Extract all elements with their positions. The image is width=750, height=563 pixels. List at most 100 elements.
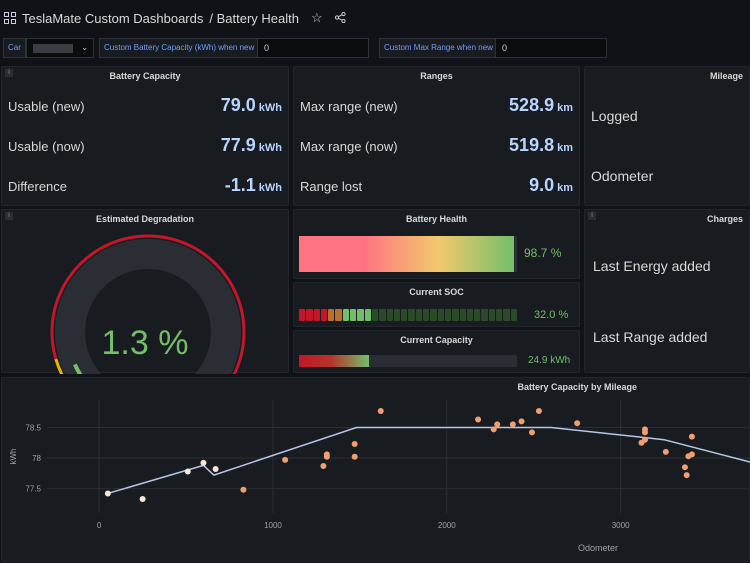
dashboards-grid-icon[interactable] [4,12,16,24]
breadcrumb-dashboards[interactable]: TeslaMate Custom Dashboards [22,10,204,26]
gauge-threshold-yellow [54,358,64,374]
data-point [662,448,669,455]
health-bar-fill [299,236,515,272]
battery-capacity-panel: i Battery Capacity Usable (new) 79.0 kWh U… [1,66,289,206]
soc-cell [459,309,466,321]
stat-value: 77.9 [220,135,256,155]
x-tick-label: 2000 [438,521,456,530]
breadcrumb-page: / Battery Health [209,10,299,26]
stat-value: 519.8 [509,135,555,155]
data-point [320,462,327,469]
panel-title: Battery Health [405,214,468,224]
y-tick-label: 77.5 [25,485,41,494]
stat-label: Usable (new) [8,99,85,114]
data-point [104,490,111,497]
soc-cell [386,309,393,321]
data-point [535,407,542,414]
data-point [200,459,207,466]
capacity-var-input[interactable]: 0 [257,38,369,58]
soc-cell [408,309,415,321]
range-var-input[interactable]: 0 [495,38,607,58]
current-soc-panel: Current SOC 32.0 % [293,282,580,327]
last-range-label: Last Range added [593,329,708,345]
data-point [351,453,358,460]
degradation-value: 1.3 % [101,324,189,362]
data-point [641,436,648,443]
soc-cell [452,309,459,321]
soc-cell [496,309,503,321]
logged-label: Logged [591,108,638,124]
degradation-gauge [50,234,246,374]
soc-cell [488,309,496,321]
stat-unit: kWh [258,102,282,114]
info-icon[interactable]: i [588,212,596,220]
soc-cell [503,309,510,321]
soc-cell [437,309,444,321]
stat-unit: km [557,182,573,194]
data-point [475,416,482,423]
data-point [490,426,497,433]
y-tick-label: 78 [32,454,41,463]
soc-cell [430,309,437,321]
gauge-fill [73,363,83,374]
share-icon[interactable] [334,11,346,26]
capacity-by-mileage-panel: Battery Capacity by Mileage 0 1000 2000 300… [1,377,750,562]
odometer-label: Odometer [591,168,654,184]
ranges-panel: Ranges Max range (new) 528.9 km Max range … [293,66,580,206]
range-var-label: Custom Max Range when new [379,38,498,58]
panel-title: Estimated Degradation [95,214,195,224]
data-point [184,468,191,475]
data-point [282,456,289,463]
data-point [518,418,525,425]
chevron-down-icon: ⌄ [81,43,88,52]
panel-title: Mileage [709,71,743,81]
soc-cell [466,309,474,321]
data-point [377,407,384,414]
soc-cell [474,309,481,321]
data-point [240,486,247,493]
soc-cell [299,309,306,321]
info-icon[interactable]: i [5,212,13,220]
soc-cell [510,309,517,321]
capacity-var-label: Custom Battery Capacity (kWh) when new [99,38,260,58]
stat-unit: km [557,142,573,154]
info-icon[interactable]: i [5,69,13,77]
stat-label: Max range (new) [300,99,398,114]
soc-cell [306,309,313,321]
stat-label: Range lost [300,179,363,194]
data-point [683,472,690,479]
stat-unit: kWh [258,182,282,194]
battery-health-panel: Battery Health 98.7 % [293,209,580,279]
chart-title: Battery Capacity by Mileage [517,382,637,392]
soc-cell [481,309,488,321]
panel-title: Battery Capacity [109,71,181,81]
data-point [688,451,695,458]
soc-cell [415,309,423,321]
panel-title: Current SOC [409,287,464,297]
capacity-scatter-chart: 0 1000 2000 3000 77.5 78 78.5 kWh Odometer [9,400,750,553]
soc-cell [335,309,342,321]
stat-row: Usable (new) 79.0 kWh [8,95,282,115]
data-point [351,440,358,447]
panel-title: Ranges [420,71,453,81]
soc-cell [350,309,357,321]
capacity-value: 24.9 kWh [528,355,571,366]
stat-value: 528.9 [509,95,555,115]
x-tick-label: 1000 [264,521,282,530]
soc-cell [393,309,401,321]
soc-cell [313,309,320,321]
stat-row: Difference -1.1 kWh [8,175,282,195]
soc-cell [342,309,350,321]
data-point [681,464,688,471]
health-value: 98.7 % [524,246,562,260]
car-select[interactable]: ⌄ [26,38,94,58]
charges-panel: i Charges Last Energy added Last Range a… [584,209,750,373]
gauge-threshold-ring [50,234,246,374]
gauge-track [55,239,241,374]
soc-cell [371,309,379,321]
soc-cell [401,309,408,321]
stat-unit: kWh [258,142,282,154]
star-icon[interactable]: ☆ [310,10,323,25]
stat-row: Range lost 9.0 km [300,175,573,195]
degradation-panel: i Estimated Degradation 1.3 % [1,209,289,374]
